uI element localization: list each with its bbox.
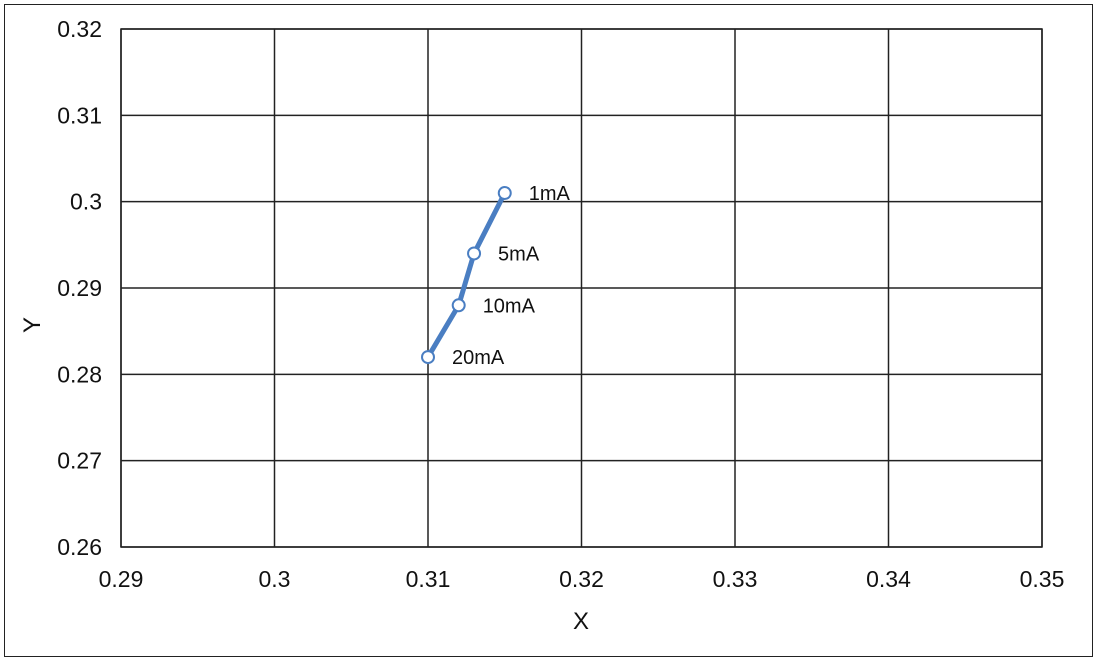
y-tick-label: 0.3 [70, 189, 102, 215]
y-axis-title: Y [19, 317, 46, 333]
data-label: 10mA [483, 295, 536, 317]
x-tick-label: 0.33 [713, 566, 758, 592]
data-point [421, 350, 435, 365]
data-label: 5mA [498, 243, 540, 265]
x-tick-label: 0.3 [259, 566, 291, 592]
y-tick-label: 0.27 [57, 448, 102, 474]
y-tick-label: 0.32 [57, 16, 102, 42]
data-point [497, 186, 512, 201]
series-line [425, 190, 508, 360]
data-label: 20mA [452, 347, 505, 369]
x-tick-label: 0.31 [406, 566, 451, 592]
grid-layer [120, 28, 1043, 548]
data-label: 1mA [529, 183, 571, 205]
y-tick-labels: 0.32 0.31 0.3 0.29 0.28 0.27 0.26 [57, 16, 102, 560]
data-point [467, 246, 482, 261]
data-point [451, 298, 466, 313]
series-layer: 1mA 5mA 10mA 20mA [421, 183, 571, 369]
x-tick-label: 0.29 [99, 566, 144, 592]
plot-area [120, 28, 1043, 548]
y-tick-label: 0.28 [57, 361, 102, 387]
x-axis-title: X [573, 608, 589, 635]
y-tick-label: 0.29 [57, 275, 102, 301]
y-tick-label: 0.26 [57, 534, 102, 560]
x-tick-label: 0.35 [1020, 566, 1065, 592]
chart-frame [4, 4, 1093, 657]
y-tick-label: 0.31 [57, 102, 102, 128]
x-tick-labels: 0.29 0.3 0.31 0.32 0.33 0.34 0.35 [99, 566, 1065, 592]
x-tick-label: 0.34 [866, 566, 911, 592]
x-tick-label: 0.32 [559, 566, 604, 592]
